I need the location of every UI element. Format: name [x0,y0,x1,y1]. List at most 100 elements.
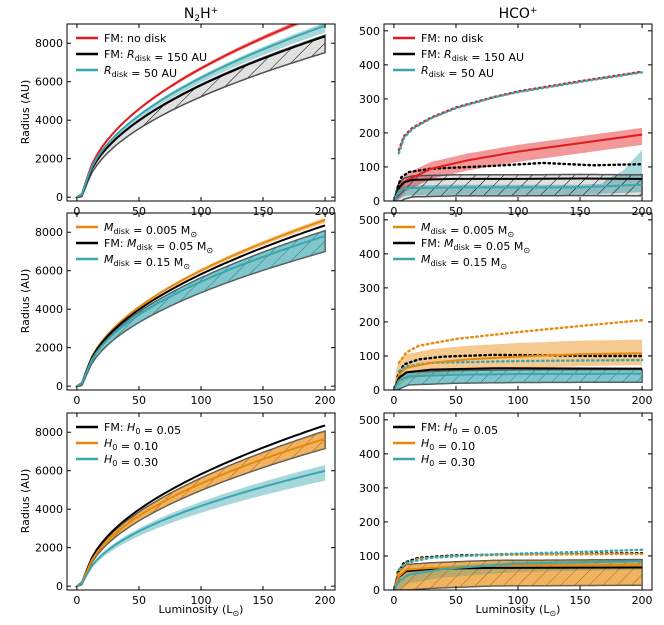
y-tick-label: 0 [373,195,380,208]
legend-text-part: H [104,453,112,466]
x-tick-label: 150 [570,205,591,218]
series-line-2 [76,35,326,199]
x-tick-label: 0 [73,205,80,218]
x-tick-label: 50 [132,594,146,607]
legend-text-part: H [444,421,452,434]
legend-label: FM: no disk [104,32,167,45]
legend-text-part: FM: no disk [104,32,167,45]
legend-text-part: R [444,48,452,61]
y-tick-label: 200 [359,516,380,529]
y-tick-label: 2000 [35,542,63,555]
y-tick-label: 100 [359,550,380,563]
dotted-line-2 [396,353,644,378]
y-tick-label: 8000 [35,426,63,439]
legend-text-part: R [104,64,112,77]
y-tick-label: 500 [359,414,380,427]
x-tick-label: 150 [253,594,274,607]
y-tick-label: 500 [359,214,380,227]
y-tick-label: 6000 [35,265,63,278]
legend-text-part: = 0.05 [457,424,498,437]
y-tick-label: 8000 [35,226,63,239]
series-line-1 [76,424,326,588]
y-tick-label: 4000 [35,114,63,127]
x-tick-label: 100 [191,205,212,218]
plot-area [74,217,326,388]
y-axis-label-row1: Radius (AU) [19,80,32,145]
legend-text-part: = 0.10 [117,440,158,453]
legend-label: FM: Rdisk = 150 AU [421,48,524,64]
dotted-line-2 [396,161,644,189]
series-line-2 [392,177,643,201]
legend-label: FM: H0 = 0.05 [104,421,181,437]
series-line-1 [392,352,643,390]
x-tick-label: 0 [390,594,397,607]
legend-text-part: disk [114,227,130,236]
x-axis-label-left: Luminosity (L⊙) [159,603,244,618]
series-line-1 [392,133,643,201]
legend-text-part: FM: [421,421,444,434]
y-tick-label: 6000 [35,465,63,478]
legend-text-part: 0 [112,443,117,452]
legend-label: FM: Mdisk = 0.05 M⊙ [104,237,213,255]
legend-text-part: = 0.15 M [447,256,501,269]
x-tick-label: 150 [570,394,591,407]
legend-text-part: M [104,253,114,266]
series-line-2 [76,224,326,388]
y-tick-label: 2000 [35,342,63,355]
legend-text-part: ⊙ [206,246,213,255]
y-tick-label: 0 [56,580,63,593]
x-axis-label-right: Luminosity (L⊙) [476,603,561,618]
legend-text-part: R [127,48,135,61]
x-tick-label: 0 [73,394,80,407]
x-tick-label: 100 [508,594,529,607]
legend-text-part: disk [112,70,128,79]
column-title-n2h: N2H+ [184,6,218,24]
hatched-band-tint [76,230,326,387]
legend-text-part: = 150 AU [151,51,207,64]
legend-text-part: FM: [421,48,444,61]
legend-label: H0 = 0.30 [104,453,158,469]
y-tick-label: 400 [359,248,380,261]
band-1 [393,127,643,201]
legend-text-part: disk [454,243,470,252]
hatched-band [74,229,326,387]
y-tick-label: 0 [56,380,63,393]
x-tick-label: 100 [191,394,212,407]
y-tick-label: 300 [359,282,380,295]
x-tick-label: 50 [449,594,463,607]
legend-text-part: = 0.005 M [130,224,191,237]
y-tick-label: 0 [373,584,380,597]
y-tick-label: 100 [359,161,380,174]
y-tick-label: 0 [373,384,380,397]
legend-text-part: FM: [421,237,444,250]
legend-text-part: 0 [452,427,457,436]
y-tick-label: 300 [359,93,380,106]
legend-text-part: = 150 AU [468,51,524,64]
series-line-1 [76,24,299,199]
legend-label: H0 = 0.10 [104,437,158,453]
y-axis-label-row3: Radius (AU) [19,469,32,534]
legend-text-part: = 0.05 M [470,240,524,253]
legend-text-part: M [421,221,431,234]
y-tick-label: 400 [359,59,380,72]
x-tick-label: 0 [73,594,80,607]
legend-label: Mdisk = 0.15 M⊙ [421,253,507,271]
x-tick-label: 100 [508,394,529,407]
legend-text-part: 0 [112,459,117,468]
y-tick-label: 2000 [35,153,63,166]
plot-area [74,24,326,199]
legend-text-part: H [421,437,429,450]
x-tick-label: 200 [315,205,336,218]
legend-label: Mdisk = 0.005 M⊙ [104,221,197,239]
series-line-2 [392,563,643,590]
x-tick-label: 50 [132,205,146,218]
legend-text-part: disk [137,243,153,252]
dotted-line-1 [397,319,644,364]
series-line-3 [76,469,326,588]
legend-label: Rdisk = 50 AU [104,64,177,80]
x-tick-label: 150 [253,205,274,218]
x-tick-label: 200 [315,394,336,407]
